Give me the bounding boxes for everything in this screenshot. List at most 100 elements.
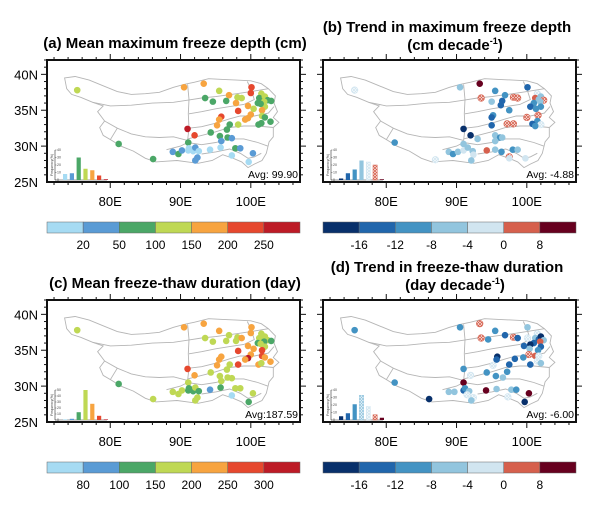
station-point	[207, 129, 215, 136]
panel-title-units: (day decade-1)	[405, 276, 505, 294]
hist-bar	[76, 412, 81, 420]
panel-title: (a) Mean maximum freeze depth (cm)	[43, 35, 306, 52]
station-point	[209, 98, 217, 105]
station-point	[523, 334, 532, 342]
map-frame	[46, 59, 301, 183]
colorbar-label: -4	[462, 478, 473, 492]
y-tick-label: 40N	[14, 67, 38, 82]
x-tick-label: 90E	[445, 434, 468, 449]
x-tick-label: 90E	[445, 194, 468, 209]
station-point	[236, 384, 244, 392]
station-point	[267, 337, 275, 345]
station-point	[493, 356, 500, 363]
basin-boundary	[109, 127, 118, 140]
hist-bar	[69, 418, 74, 420]
colorbar-label: -4	[462, 238, 473, 252]
station-point	[241, 356, 249, 363]
map-frame	[46, 299, 301, 423]
station-point	[467, 157, 475, 164]
plateau-outline	[64, 76, 280, 169]
colorbar-label: 0	[500, 478, 507, 492]
y-tick-label: 30N	[14, 139, 38, 154]
station-point	[247, 329, 255, 337]
hist-bar	[339, 416, 344, 420]
hist-bar	[372, 414, 378, 421]
colorbar-swatch	[227, 461, 265, 474]
colorbar-swatch	[191, 461, 228, 474]
station-point	[470, 151, 477, 159]
station-point	[261, 354, 269, 361]
average-label: Avg:187.59	[245, 409, 298, 421]
station-point	[225, 331, 233, 339]
hist-bar	[63, 419, 68, 420]
station-point	[537, 103, 545, 110]
x-tick-label: 100E	[236, 194, 267, 209]
hist-tick-label: 40	[333, 148, 337, 152]
station-point	[225, 91, 233, 99]
station-point	[73, 326, 81, 334]
station-point	[267, 358, 274, 366]
hist-bar	[103, 179, 108, 180]
colorbar-swatch	[395, 221, 432, 234]
hist-bar	[83, 390, 88, 420]
hist-bar	[97, 415, 102, 420]
colorbar-swatch	[503, 461, 541, 474]
station-point	[531, 122, 539, 130]
station-point	[234, 107, 242, 115]
station-point	[191, 157, 199, 164]
station-point	[497, 101, 505, 109]
x-tick-label: 80E	[375, 194, 398, 209]
hist-bar	[372, 164, 378, 181]
station-point	[491, 146, 499, 154]
station-point	[191, 397, 199, 404]
station-point	[248, 323, 255, 331]
station-point	[445, 388, 453, 396]
station-point	[466, 371, 475, 379]
station-point	[257, 340, 264, 348]
basin-boundary	[201, 388, 262, 399]
panel-c: (c) Mean freeze-thaw duration (day) 80E 90…	[14, 275, 306, 449]
colorbar-label: -16	[350, 478, 368, 492]
station-point	[232, 337, 240, 345]
station-point	[491, 87, 499, 95]
station-point	[464, 144, 472, 151]
x-tick-label: 90E	[169, 434, 192, 449]
hist-y-label: Frequency(%)	[326, 154, 330, 176]
station-point	[215, 116, 223, 123]
station-point	[524, 83, 531, 91]
colorbar-swatch	[263, 221, 301, 234]
station-point	[201, 94, 209, 102]
hist-bar	[90, 170, 95, 180]
station-point	[226, 121, 234, 128]
station-point	[184, 379, 192, 386]
hist-bar	[103, 419, 108, 420]
colorbar-label: -12	[387, 478, 405, 492]
station-point	[477, 334, 485, 342]
hist-bar	[352, 404, 357, 420]
station-point	[232, 99, 240, 107]
station-point	[482, 387, 490, 394]
station-point	[476, 80, 484, 87]
station-point	[505, 106, 513, 114]
station-point	[505, 361, 513, 368]
station-point	[195, 387, 203, 395]
station-point	[532, 105, 540, 113]
colorbar-label: 200	[218, 238, 238, 252]
basin-boundary	[463, 324, 466, 381]
station-point	[520, 342, 528, 350]
station-point	[217, 144, 224, 151]
plateau-outline	[64, 316, 280, 409]
station-point	[149, 155, 157, 163]
y-tick-label: 25N	[14, 175, 38, 190]
station-point	[534, 111, 542, 119]
hist-tick-label: 40	[57, 394, 61, 398]
station-point	[451, 388, 458, 396]
hist-tick-label: 20	[57, 406, 61, 410]
station-point	[244, 102, 252, 110]
station-point	[526, 345, 533, 353]
colorbar-label: 200	[182, 478, 202, 492]
units-superscript: -1	[492, 276, 500, 286]
station-point	[425, 395, 433, 403]
